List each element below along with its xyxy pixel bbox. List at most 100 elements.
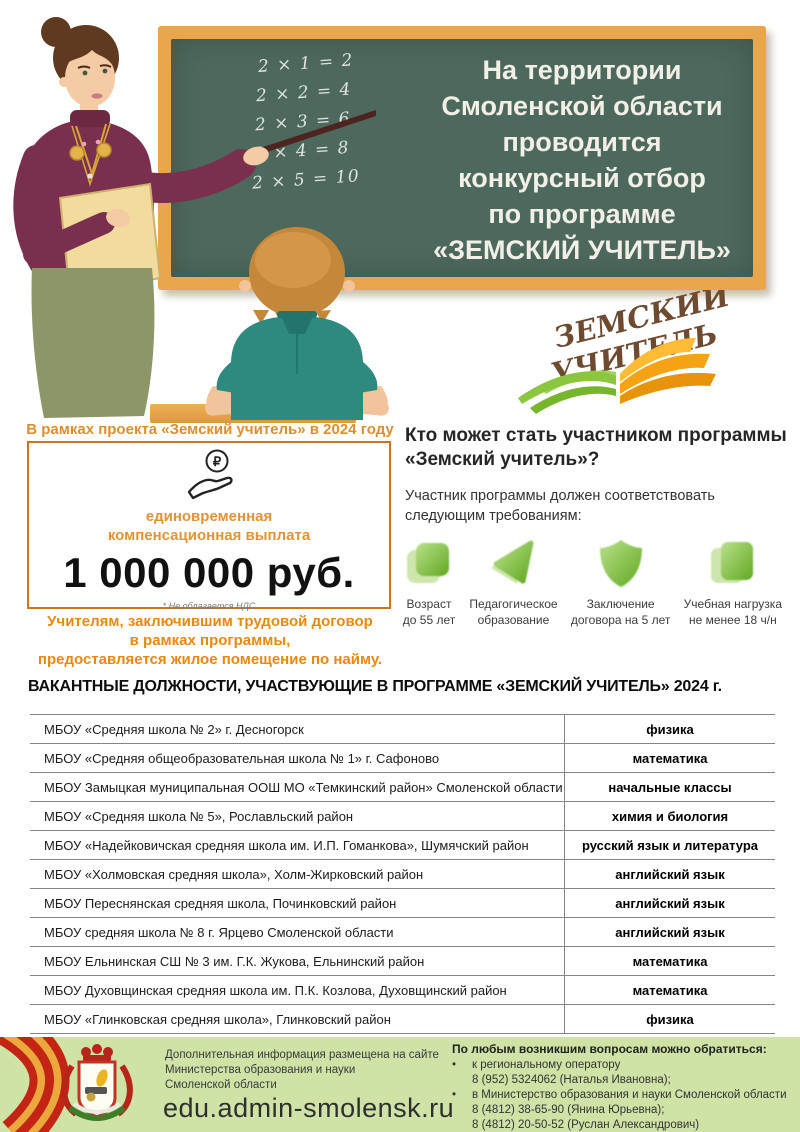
subject-cell: математика xyxy=(564,744,775,772)
ruble-symbol: ₽ xyxy=(213,454,222,469)
table-row: МБОУ Духовщинская средняя школа им. П.К.… xyxy=(30,976,775,1005)
table-row: МБОУ Ельнинская СШ № 3 им. Г.К. Жукова, … xyxy=(30,947,775,976)
vacancies-heading: ВАКАНТНЫЕ ДОЛЖНОСТИ, УЧАСТВУЮЩИЕ В ПРОГР… xyxy=(28,678,722,695)
requirement-label: образование xyxy=(477,613,550,627)
shield-icon xyxy=(599,540,642,587)
teacher-illustration xyxy=(13,17,376,418)
table-row: МБОУ «Холмовская средняя школа», Холм-Жи… xyxy=(30,860,775,889)
requirement-label: Учебная нагрузка xyxy=(683,597,782,611)
school-cell: МБОУ «Глинковская средняя школа», Глинко… xyxy=(44,1011,391,1027)
school-cell: МБОУ «Холмовская средняя школа», Холм-Жи… xyxy=(44,866,424,882)
requirements-intro-line: следующим требованиям: xyxy=(405,508,582,524)
bullet-icon: • xyxy=(452,1059,457,1071)
contact-item: • в Министерство образования и науки Смо… xyxy=(452,1088,797,1103)
requirements-heading-line: «Земский учитель»? xyxy=(405,449,600,470)
requirement-contract: Заключение договора на 5 лет xyxy=(571,536,670,628)
footer: Дополнительная информация размещена на с… xyxy=(0,1037,800,1132)
zemsky-uchitel-logo: ЗЕМСКИЙ УЧИТЕЛЬ xyxy=(518,290,730,414)
payment-box: ₽ единовременная компенсационная выплата… xyxy=(27,441,391,611)
school-cell: МБОУ «Средняя общеобразовательная школа … xyxy=(44,750,440,766)
footer-info-line: Министерства образования и науки xyxy=(165,1064,356,1076)
contact-label: в Министерство образования и науки Смоле… xyxy=(472,1089,787,1101)
subject-cell: английский язык xyxy=(564,918,775,946)
school-cell: МБОУ Переснянская средняя школа, Починко… xyxy=(44,895,397,911)
education-icon xyxy=(491,540,534,584)
poster-title-line: проводится xyxy=(502,127,662,157)
subject-cell: физика xyxy=(564,1005,775,1033)
housing-line: предоставляется жилое помещение по найму… xyxy=(37,651,383,668)
poster-title-line: по программе xyxy=(488,199,676,229)
requirements-list: Возраст до 55 лет Педагогическое образов… xyxy=(402,536,782,628)
open-book-icon xyxy=(518,338,716,414)
website-link[interactable]: edu.admin-smolensk.ru xyxy=(163,1093,455,1123)
workload-icon xyxy=(710,542,753,583)
table-row: МБОУ «Средняя школа № 5», Рославльский р… xyxy=(30,802,775,831)
requirement-workload: Учебная нагрузка не менее 18 ч/н xyxy=(684,536,782,628)
pupil-illustration xyxy=(205,227,389,420)
table-row: МБОУ Замыцкая муниципальная ООШ МО «Темк… xyxy=(30,773,775,802)
poster-title-line: конкурсный отбор xyxy=(458,163,706,193)
bullet-icon: • xyxy=(452,1089,457,1101)
housing-line: Учителям, заключившим трудовой договор xyxy=(47,613,373,630)
payout-amount: 1 000 000 руб. xyxy=(63,549,355,596)
school-cell: МБОУ «Надейковичская средняя школа им. И… xyxy=(44,837,529,853)
footer-contacts: По любым возникшим вопросам можно обрати… xyxy=(452,1042,797,1132)
table-row: МБОУ «Глинковская средняя школа», Глинко… xyxy=(30,1005,775,1034)
subject-cell: русский язык и литература xyxy=(564,831,775,859)
requirement-label: Педагогическое xyxy=(469,597,558,611)
school-cell: МБОУ «Средняя школа № 2» г. Десногорск xyxy=(44,721,304,737)
requirement-label: Возраст xyxy=(406,597,452,611)
school-cell: МБОУ Замыцкая муниципальная ООШ МО «Темк… xyxy=(44,779,563,795)
school-cell: МБОУ средняя школа № 8 г. Ярцево Смоленс… xyxy=(44,924,394,940)
subject-cell: математика xyxy=(564,947,775,975)
subject-cell: английский язык xyxy=(564,860,775,888)
requirement-label: до 55 лет xyxy=(402,613,456,627)
requirement-age: Возраст до 55 лет xyxy=(402,536,456,628)
school-cell: МБОУ «Средняя школа № 5», Рославльский р… xyxy=(44,808,354,824)
school-cell: МБОУ Духовщинская средняя школа им. П.К.… xyxy=(44,982,507,998)
contact-phone: 8 (4812) 38-65-90 (Янина Юрьевна); xyxy=(472,1104,665,1116)
housing-line: в рамках программы, xyxy=(129,632,291,649)
smolensk-coat-of-arms xyxy=(61,1044,133,1121)
poster-title: На территории Смоленской области проводи… xyxy=(392,52,772,268)
contact-item: • к региональному оператору xyxy=(452,1058,797,1073)
table-row: МБОУ средняя школа № 8 г. Ярцево Смоленс… xyxy=(30,918,775,947)
subject-cell: английский язык xyxy=(564,889,775,917)
ribbon-decoration xyxy=(0,1037,70,1132)
requirement-education: Педагогическое образование xyxy=(469,536,558,628)
contacts-heading: По любым возникшим вопросам можно обрати… xyxy=(452,1042,767,1056)
project-banner: В рамках проекта «Земский учитель» в 202… xyxy=(26,421,394,438)
footer-info-line: Дополнительная информация размещена на с… xyxy=(165,1049,439,1061)
payout-label-line2: компенсационная выплата xyxy=(107,527,311,544)
requirements-intro-line: Участник программы должен соответствоват… xyxy=(405,488,715,504)
table-row: МБОУ «Надейковичская средняя школа им. И… xyxy=(30,831,775,860)
contact-phone: 8 (4812) 20-50-52 (Руслан Александрович) xyxy=(472,1119,700,1131)
housing-note: Учителям, заключившим трудовой договор в… xyxy=(12,612,408,669)
poster-title-line: На территории xyxy=(482,55,682,85)
footer-info: Дополнительная информация размещена на с… xyxy=(165,1048,439,1093)
requirement-label: не менее 18 ч/н xyxy=(688,613,777,627)
table-row: МБОУ Переснянская средняя школа, Починко… xyxy=(30,889,775,918)
ruble-hand-icon: ₽ xyxy=(187,449,233,500)
payout-label-line1: единовременная xyxy=(145,508,273,525)
requirements-intro: Участник программы должен соответствоват… xyxy=(405,486,797,526)
vat-note: * Не облагается НДС xyxy=(162,601,256,611)
requirements-heading: Кто может стать участником программы «Зе… xyxy=(405,424,797,472)
subject-cell: химия и биология xyxy=(564,802,775,830)
calendar-icon xyxy=(407,543,449,583)
requirement-label: Заключение xyxy=(586,597,655,611)
footer-info-line: Смоленской области xyxy=(165,1079,277,1091)
school-cell: МБОУ Ельнинская СШ № 3 им. Г.К. Жукова, … xyxy=(44,953,425,969)
contact-label: к региональному оператору xyxy=(472,1059,621,1071)
requirements-heading-line: Кто может стать участником программы xyxy=(405,425,787,446)
poster-title-line: Смоленской области xyxy=(441,91,723,121)
table-row: МБОУ «Средняя общеобразовательная школа … xyxy=(30,744,775,773)
contact-phone: 8 (952) 5324062 (Наталья Ивановна); xyxy=(472,1074,671,1086)
subject-cell: математика xyxy=(564,976,775,1004)
vacancies-table: МБОУ «Средняя школа № 2» г. Десногорск ф… xyxy=(30,714,775,1034)
requirement-label: договора на 5 лет xyxy=(570,613,671,627)
poster-title-line: «ЗЕМСКИЙ УЧИТЕЛЬ» xyxy=(433,235,731,265)
subject-cell: начальные классы xyxy=(564,773,775,801)
table-row: МБОУ «Средняя школа № 2» г. Десногорск ф… xyxy=(30,715,775,744)
